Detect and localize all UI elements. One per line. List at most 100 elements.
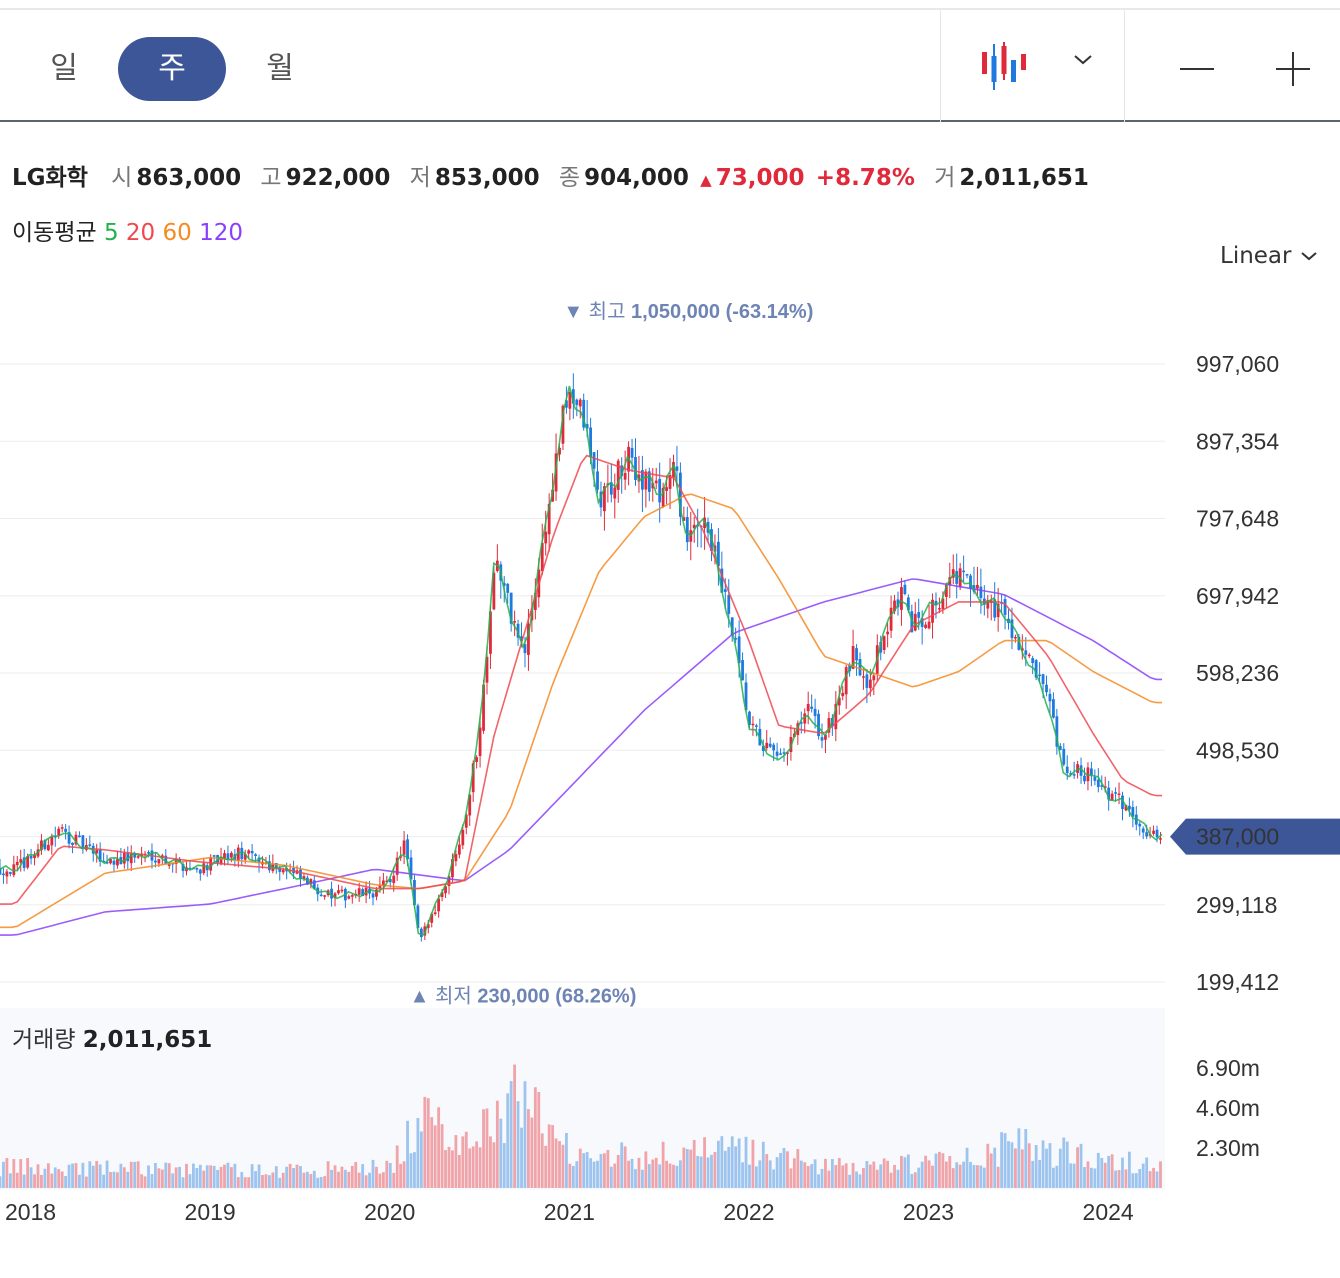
volume-bar bbox=[799, 1160, 803, 1188]
high-annotation-label: ▼ 최고 1,050,000 (-63.14%) bbox=[563, 300, 813, 323]
candle-body bbox=[492, 572, 496, 610]
volume-bar bbox=[330, 1169, 333, 1188]
volume-bar bbox=[302, 1172, 306, 1188]
ma120-line bbox=[0, 578, 1162, 936]
volume-bar bbox=[216, 1169, 219, 1188]
volume-bar bbox=[592, 1161, 596, 1188]
volume-bar bbox=[261, 1175, 264, 1188]
volume-bar bbox=[1003, 1133, 1007, 1188]
minus-icon[interactable] bbox=[1178, 50, 1216, 92]
candle-body bbox=[1131, 806, 1135, 817]
volume-panel-value: 2,011,651 bbox=[82, 1027, 213, 1053]
toolbar-divider bbox=[1124, 10, 1125, 122]
volume-bar bbox=[461, 1136, 465, 1188]
volume-bar bbox=[651, 1159, 655, 1188]
volume-bar bbox=[882, 1158, 886, 1188]
moving-average-legend: 이동평균 5 20 60 120 bbox=[12, 213, 243, 247]
volume-bar bbox=[323, 1176, 327, 1188]
candle-body bbox=[461, 829, 465, 846]
volume-bar bbox=[665, 1160, 668, 1188]
chevron-down-icon[interactable] bbox=[1072, 52, 1094, 72]
candle-body bbox=[596, 471, 599, 490]
ma20-legend[interactable]: 20 bbox=[125, 220, 156, 246]
volume-bar bbox=[1007, 1141, 1010, 1188]
candle-body bbox=[319, 894, 323, 897]
volume-bar bbox=[713, 1151, 717, 1188]
volume-bar bbox=[361, 1164, 365, 1188]
candle-body bbox=[464, 814, 468, 828]
volume-bar bbox=[609, 1166, 613, 1188]
volume-axis-label: 6.90m bbox=[1196, 1055, 1260, 1081]
volume-bar bbox=[29, 1167, 33, 1188]
period-daily-button[interactable]: 일 bbox=[50, 51, 78, 86]
volume-bar bbox=[1124, 1169, 1128, 1188]
candle-body bbox=[347, 896, 351, 899]
ma60-legend[interactable]: 60 bbox=[162, 220, 192, 246]
volume-bar bbox=[1141, 1163, 1145, 1188]
candle-body bbox=[906, 597, 910, 611]
candle-body bbox=[817, 713, 820, 737]
candle-body bbox=[716, 541, 720, 567]
candle-body bbox=[668, 475, 672, 489]
volume-bar bbox=[1031, 1160, 1035, 1188]
candle-body bbox=[1093, 777, 1097, 781]
candlestick-icon[interactable] bbox=[978, 42, 1032, 96]
period-monthly-button[interactable]: 월 bbox=[266, 51, 294, 86]
volume-bar bbox=[533, 1087, 537, 1188]
volume-bar bbox=[803, 1162, 807, 1188]
volume-bar bbox=[723, 1150, 727, 1188]
candle-body bbox=[868, 679, 872, 689]
volume-bar bbox=[454, 1135, 458, 1188]
candle-body bbox=[641, 470, 644, 490]
candle-body bbox=[198, 869, 202, 874]
volume-bar bbox=[834, 1165, 838, 1188]
time-axis-label: 2019 bbox=[185, 1199, 236, 1225]
candle-body bbox=[720, 568, 724, 593]
volume-bar bbox=[1155, 1171, 1159, 1188]
candle-body bbox=[523, 644, 527, 654]
candle-body bbox=[323, 895, 327, 897]
volume-bar bbox=[768, 1160, 772, 1188]
volume-bar bbox=[506, 1093, 510, 1188]
volume-bar bbox=[668, 1163, 672, 1188]
volume-bar bbox=[523, 1081, 527, 1188]
price-chart[interactable]: 997,060 897,354 797,648 697,942 598,236 498,5… bbox=[0, 280, 1340, 1240]
volume-bar bbox=[827, 1170, 831, 1188]
volume-bar bbox=[1072, 1163, 1076, 1188]
scale-selector[interactable]: Linear bbox=[1220, 243, 1319, 269]
volume-bar bbox=[157, 1168, 161, 1188]
candle-body bbox=[931, 599, 934, 623]
volume-bar bbox=[40, 1174, 43, 1188]
candle-body bbox=[236, 847, 240, 861]
candle-body bbox=[357, 888, 361, 895]
candle-body bbox=[74, 834, 78, 845]
price-axis-label: 697,942 bbox=[1196, 583, 1279, 609]
candle-body bbox=[934, 600, 938, 606]
candle-body bbox=[609, 482, 613, 495]
volume-bar bbox=[820, 1168, 824, 1188]
volume-bar bbox=[858, 1174, 862, 1188]
candle-body bbox=[955, 571, 959, 584]
ma5-legend[interactable]: 5 bbox=[103, 220, 119, 246]
candle-body bbox=[1024, 650, 1028, 655]
volume-bar bbox=[247, 1177, 251, 1188]
volume-bar bbox=[212, 1165, 216, 1188]
volume-bar bbox=[931, 1165, 934, 1188]
candle-body bbox=[1100, 785, 1104, 787]
volume-bar bbox=[571, 1165, 575, 1188]
candle-body bbox=[26, 856, 30, 868]
volume-bar bbox=[299, 1166, 302, 1188]
period-weekly-button[interactable]: 주 bbox=[118, 37, 226, 101]
candle-body bbox=[679, 472, 682, 517]
volume-bar bbox=[986, 1143, 990, 1188]
candle-body bbox=[60, 827, 64, 829]
plus-icon[interactable] bbox=[1274, 50, 1312, 92]
volume-bar bbox=[219, 1166, 223, 1188]
volume-bar bbox=[164, 1162, 168, 1188]
volume-bar bbox=[15, 1172, 19, 1188]
ma120-legend[interactable]: 120 bbox=[199, 220, 243, 246]
volume-bar bbox=[437, 1107, 441, 1188]
candle-body bbox=[775, 751, 779, 756]
volume-bar bbox=[368, 1172, 371, 1188]
volume-bar bbox=[817, 1174, 820, 1188]
